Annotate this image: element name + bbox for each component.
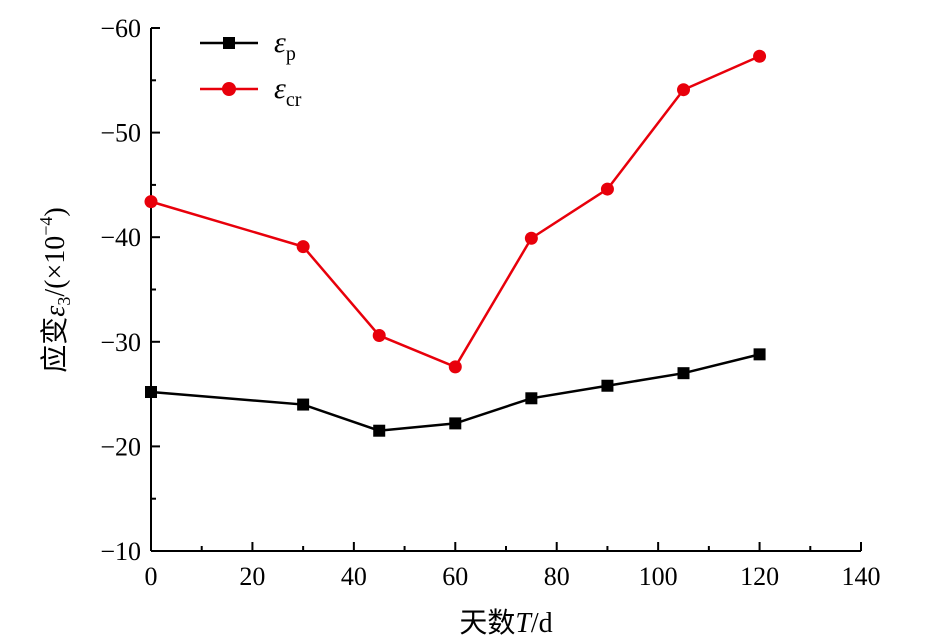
- data-point-εcr: [372, 329, 386, 343]
- legend-marker-ecr: [222, 82, 236, 96]
- data-point-εp: [145, 386, 157, 399]
- axes: [150, 28, 861, 552]
- data-point-εp: [297, 398, 310, 411]
- y-tick-label: −30: [100, 328, 141, 357]
- legend-label-ecr: εcr: [274, 72, 302, 111]
- x-tick-label: 40: [341, 562, 367, 591]
- legend-item-ecr: εcr: [200, 72, 302, 111]
- data-point-εp: [525, 392, 538, 405]
- x-tick-label: 120: [740, 562, 779, 591]
- x-axis-ticks: 0 20 40 60 80 100 120 140: [145, 542, 881, 591]
- series-line-εcr: [150, 55, 761, 369]
- data-point-εp: [601, 379, 614, 392]
- x-tick-label: 80: [544, 562, 570, 591]
- data-point-εcr: [448, 360, 462, 374]
- y-axis-ticks: −10 −20 −30 −40 −50 −60: [100, 14, 160, 566]
- data-point-εcr: [296, 240, 310, 254]
- legend-label-ep: εp: [274, 26, 296, 65]
- legend: εp εcr: [200, 26, 302, 111]
- legend-item-ep: εp: [200, 26, 296, 65]
- data-point-εcr: [144, 195, 158, 209]
- series-εcr: [144, 49, 767, 374]
- y-axis-title: 应变ε3/(×10−4): [36, 207, 74, 372]
- data-point-εp: [677, 367, 690, 380]
- y-tick-label: −50: [100, 119, 141, 148]
- y-tick-label: −20: [100, 432, 141, 461]
- data-point-εcr: [600, 182, 614, 196]
- x-tick-label: 20: [239, 562, 265, 591]
- legend-marker-ep: [223, 37, 235, 49]
- x-tick-label: 140: [842, 562, 881, 591]
- data-point-εp: [449, 417, 462, 430]
- y-tick-label: −40: [100, 223, 141, 252]
- series-line-εp: [150, 353, 760, 432]
- series-layer: [144, 49, 767, 437]
- x-tick-label: 0: [145, 562, 158, 591]
- data-point-εp: [373, 424, 386, 437]
- data-point-εp: [753, 348, 766, 361]
- x-tick-label: 60: [442, 562, 468, 591]
- series-εp: [145, 348, 766, 437]
- data-point-εcr: [753, 49, 767, 63]
- data-point-εcr: [677, 83, 690, 97]
- x-tick-label: 100: [639, 562, 678, 591]
- x-axis-title: 天数T/d: [459, 607, 552, 639]
- y-tick-label: −60: [100, 14, 141, 43]
- data-point-εcr: [524, 231, 538, 245]
- y-tick-label: −10: [100, 537, 141, 566]
